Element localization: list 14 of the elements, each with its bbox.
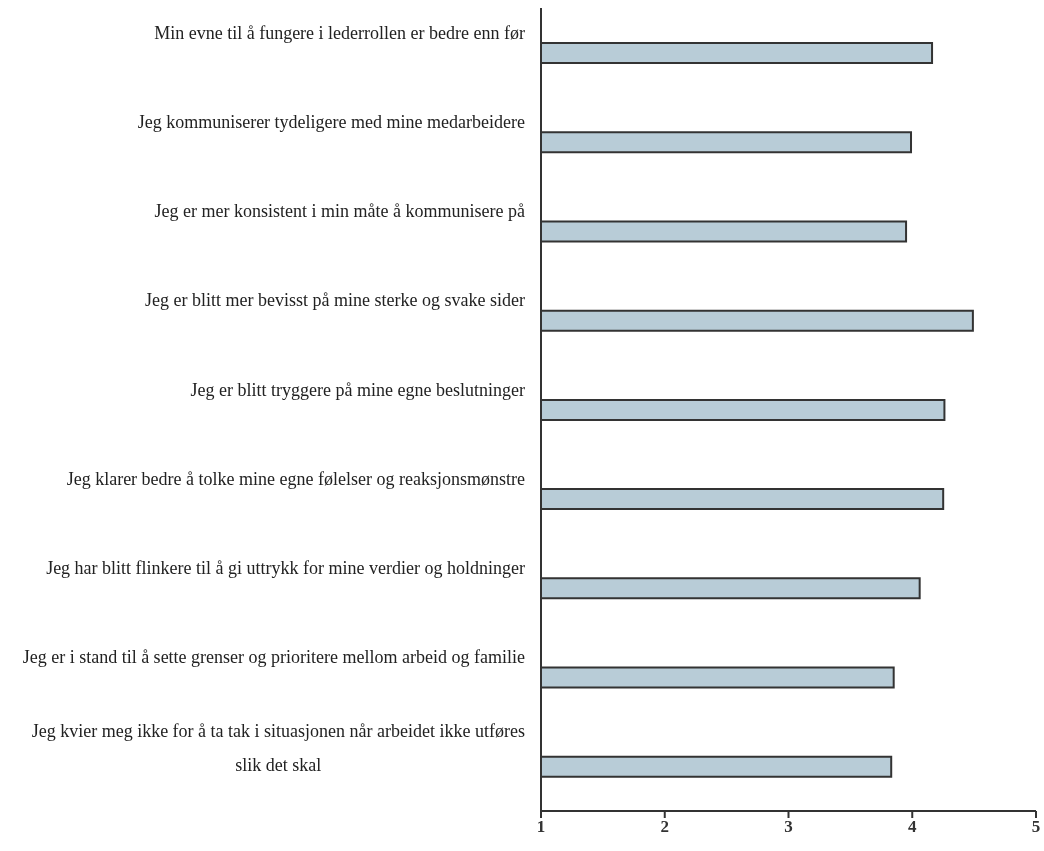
y-tick-label: Min evne til å fungere i lederrollen er bedre enn før (154, 22, 525, 43)
y-tick-label: Jeg er mer konsistent i min måte å kommunisere på (154, 201, 526, 222)
y-tick-label: Jeg kvier meg ikke for å ta tak i situasjonen når arbeidet ikke utføres slik det skal (31, 721, 526, 776)
x-tick-label: 4 (908, 817, 917, 837)
x-tick-label: 3 (784, 817, 793, 837)
x-tick-label: 1 (536, 817, 546, 837)
y-tick-label: Jeg er i stand til å sette grenser og prioritere mellom arbeid og familie (22, 647, 526, 668)
y-tick-label: Jeg har blitt flinkere til å gi uttrykk for mine verdier og holdninger (46, 557, 525, 578)
y-tick-label: Jeg er blitt tryggere på mine egne beslutninger (190, 379, 525, 400)
x-tick-label: 5 (1031, 817, 1041, 837)
y-tick-label: Jeg kommuniserer tydeligere med mine medarbeidere (137, 111, 526, 132)
x-tick-label: 2 (660, 817, 669, 837)
y-tick-label: Jeg klarer bedre å tolke mine egne følelser og reaksjonsmønstre (66, 468, 526, 489)
y-tick-label: Jeg er blitt mer bevisst på mine sterke og svake sider (145, 290, 525, 311)
